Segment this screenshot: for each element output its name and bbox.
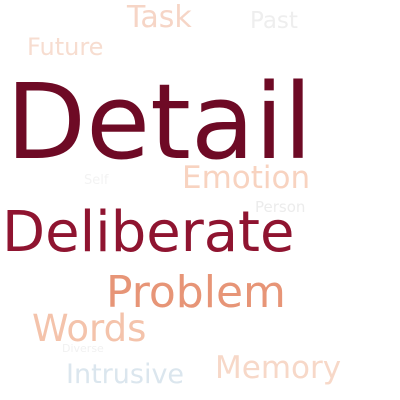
word-memory: Memory [215,350,342,386]
word-problem: Problem [106,267,286,318]
word-past: Past [250,8,298,34]
word-future: Future [27,33,104,61]
word-detail: Detail [6,61,313,183]
word-emotion: Emotion [182,160,311,196]
word-task: Task [127,0,192,35]
word-deliberate: Deliberate [2,200,295,265]
word-intrusive: Intrusive [66,359,185,390]
word-unread: Diverse [62,342,104,355]
word-words: Words [32,307,147,350]
word-self: Self [84,173,109,188]
word-person: Person [255,198,306,216]
